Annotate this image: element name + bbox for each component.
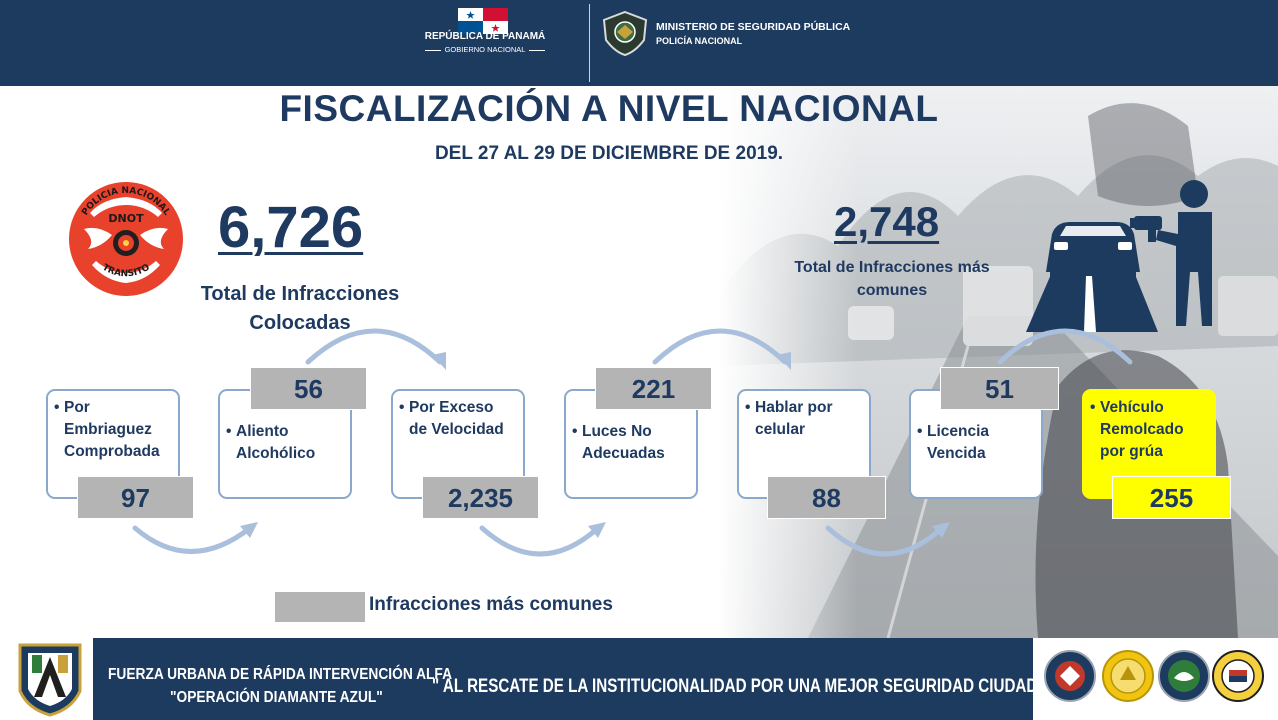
legend-swatch <box>275 592 365 622</box>
republic-label: REPÚBLICA DE PANAMÁ <box>424 31 546 42</box>
arrow-3-to-4 <box>479 525 601 557</box>
national-police-label: POLICÍA NACIONAL <box>656 36 743 46</box>
gold-seal-icon <box>1102 650 1154 702</box>
panama-flag-icon <box>458 8 508 34</box>
infraction-value-phone-use: 88 <box>767 476 886 519</box>
government-label: GOBIERNO NACIONAL <box>410 45 560 54</box>
arrow-1-to-2 <box>132 525 253 554</box>
traffic-officer-icon <box>1026 180 1212 332</box>
total-infractions-value: 6,726 <box>218 195 364 260</box>
infraction-label: • Hablar por celular <box>745 399 833 438</box>
police-seal-blue-icon <box>1044 650 1096 702</box>
infraction-value-expired-license: 51 <box>940 367 1059 410</box>
ministry-label: MINISTERIO DE SEGURIDAD PÚBLICA <box>656 21 851 33</box>
infraction-label: • Licencia Vencida <box>917 423 990 462</box>
infraction-label: • Por Exceso de Velocidad <box>399 399 504 438</box>
police-badge-icon <box>602 10 648 56</box>
header-divider <box>589 4 590 82</box>
infraction-value-towed-vehicle: 255 <box>1112 476 1231 519</box>
common-infractions-caption: Total de Infracciones más comunes <box>794 259 990 299</box>
legend-label: Infracciones más comunes <box>369 594 613 615</box>
infraction-label: • Por Embriaguez Comprobada <box>54 399 160 460</box>
unit-name: FUERZA URBANA DE RÁPIDA INTERVENCIÓN ALF… <box>108 666 453 683</box>
footer-bar <box>93 638 1033 720</box>
operation-name: "OPERACIÓN DIAMANTE AZUL" <box>170 689 383 706</box>
common-infractions-value: 2,748 <box>834 198 940 245</box>
date-range-subtitle: DEL 27 AL 29 DE DICIEMBRE DE 2019. <box>434 143 784 164</box>
photo-fade <box>718 86 858 638</box>
dnot-transit-logo: POLICIA NACIONAL DNOT TRANSITO <box>62 177 190 299</box>
infraction-label: • Vehículo Remolcado por grúa <box>1090 399 1184 460</box>
alfa-unit-badge-icon <box>18 643 82 717</box>
infraction-label: • Luces No Adecuadas <box>572 423 665 462</box>
slogan: " AL RESCATE DE LA INSTITUCIONALIDAD POR… <box>432 676 1078 697</box>
infraction-value-inadequate-lights: 221 <box>595 367 712 410</box>
infraction-value-speeding: 2,235 <box>422 476 539 519</box>
national-seal-icon <box>1212 650 1264 702</box>
background-photo <box>718 86 1278 638</box>
infraction-value-drunk-driving: 97 <box>77 476 194 519</box>
green-police-seal-icon <box>1158 650 1210 702</box>
infraction-label: • Aliento Alcohólico <box>226 423 316 462</box>
dnot-center: DNOT <box>108 212 144 225</box>
infraction-value-alcohol-breath: 56 <box>250 367 367 410</box>
total-infractions-caption: Total de Infracciones Colocadas <box>200 283 400 334</box>
page-title: FISCALIZACIÓN A NIVEL NACIONAL <box>279 88 939 129</box>
